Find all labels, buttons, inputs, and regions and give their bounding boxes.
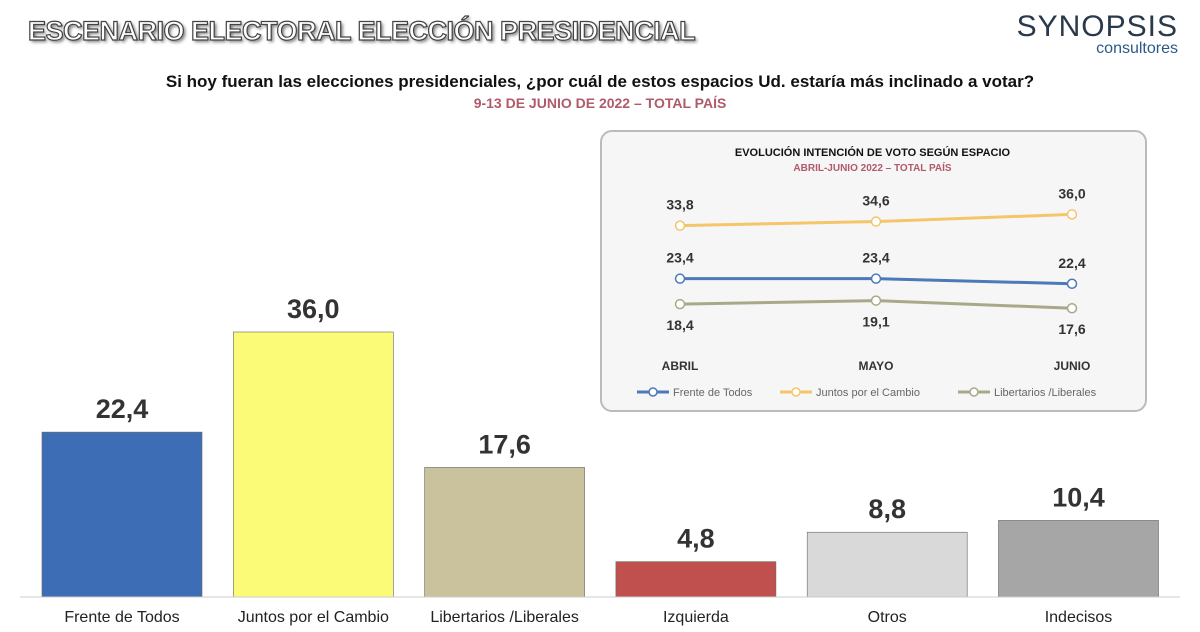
bar-1 bbox=[233, 331, 394, 598]
point-value-label: 19,1 bbox=[862, 314, 889, 330]
category-label: Libertarios /Liberales bbox=[430, 609, 579, 626]
x-tick-label: JUNIO bbox=[1054, 359, 1091, 373]
line-point bbox=[870, 295, 882, 306]
bar-value-label: 4,8 bbox=[677, 524, 715, 554]
survey-date: 9-13 DE JUNIO DE 2022 – TOTAL PAÍS bbox=[473, 95, 727, 111]
legend-label: Juntos por el Cambio bbox=[816, 387, 920, 399]
point-value-label: 22,4 bbox=[1058, 255, 1085, 271]
point-value-label: 18,4 bbox=[666, 317, 693, 333]
category-label: Frente de Todos bbox=[64, 609, 179, 626]
category-label: Izquierda bbox=[663, 609, 729, 626]
bar-4 bbox=[806, 531, 968, 598]
point-value-label: 23,4 bbox=[862, 250, 889, 266]
line-point bbox=[870, 273, 882, 284]
category-label: Juntos por el Cambio bbox=[238, 609, 389, 626]
logo-name: SYNOPSIS bbox=[1016, 10, 1178, 43]
survey-question: Si hoy fueran las elecciones presidencia… bbox=[165, 72, 1035, 91]
page-title: ESCENARIO ELECTORAL ELECCIÓN PRESIDENCIA… bbox=[27, 15, 696, 46]
bar-3 bbox=[615, 561, 777, 598]
x-tick-label: MAYO bbox=[859, 359, 894, 373]
line-point bbox=[870, 216, 882, 227]
point-value-label: 17,6 bbox=[1058, 321, 1085, 337]
bar-value-label: 8,8 bbox=[868, 494, 906, 524]
line-point bbox=[674, 298, 686, 310]
point-value-label: 36,0 bbox=[1058, 185, 1085, 201]
line-point bbox=[674, 220, 686, 231]
logo-tagline: consultores bbox=[1096, 40, 1178, 57]
bar-value-label: 10,4 bbox=[1052, 482, 1105, 512]
legend-marker bbox=[969, 387, 979, 397]
bar-value-label: 17,6 bbox=[478, 429, 531, 459]
legend-marker bbox=[791, 387, 801, 397]
bar-value-label: 22,4 bbox=[96, 394, 149, 424]
bar-value-label: 36,0 bbox=[287, 294, 340, 324]
line-point bbox=[1066, 278, 1078, 290]
line-point bbox=[1066, 302, 1078, 314]
category-label: Indecisos bbox=[1045, 609, 1113, 626]
legend-marker bbox=[648, 387, 658, 397]
legend-label: Libertarios /Liberales bbox=[994, 387, 1097, 399]
line-point bbox=[1066, 209, 1078, 220]
inset-title: EVOLUCIÓN INTENCIÓN DE VOTO SEGÚN ESPACI… bbox=[734, 147, 1011, 159]
inset-subtitle: ABRIL-JUNIO 2022 – TOTAL PAÍS bbox=[793, 163, 952, 174]
point-value-label: 23,4 bbox=[666, 250, 693, 266]
bar-2 bbox=[424, 467, 585, 598]
bar-0 bbox=[41, 431, 203, 598]
point-value-label: 34,6 bbox=[862, 193, 889, 209]
bar-5 bbox=[998, 520, 1159, 598]
synopsis-logo: SYNOPSIS consultores bbox=[1017, 10, 1178, 58]
line-point bbox=[674, 273, 686, 284]
evolution-inset-panel bbox=[600, 130, 1147, 412]
legend-label: Frente de Todos bbox=[673, 387, 753, 399]
point-value-label: 33,8 bbox=[666, 197, 693, 213]
category-label: Otros bbox=[868, 609, 907, 626]
x-tick-label: ABRIL bbox=[662, 359, 699, 373]
